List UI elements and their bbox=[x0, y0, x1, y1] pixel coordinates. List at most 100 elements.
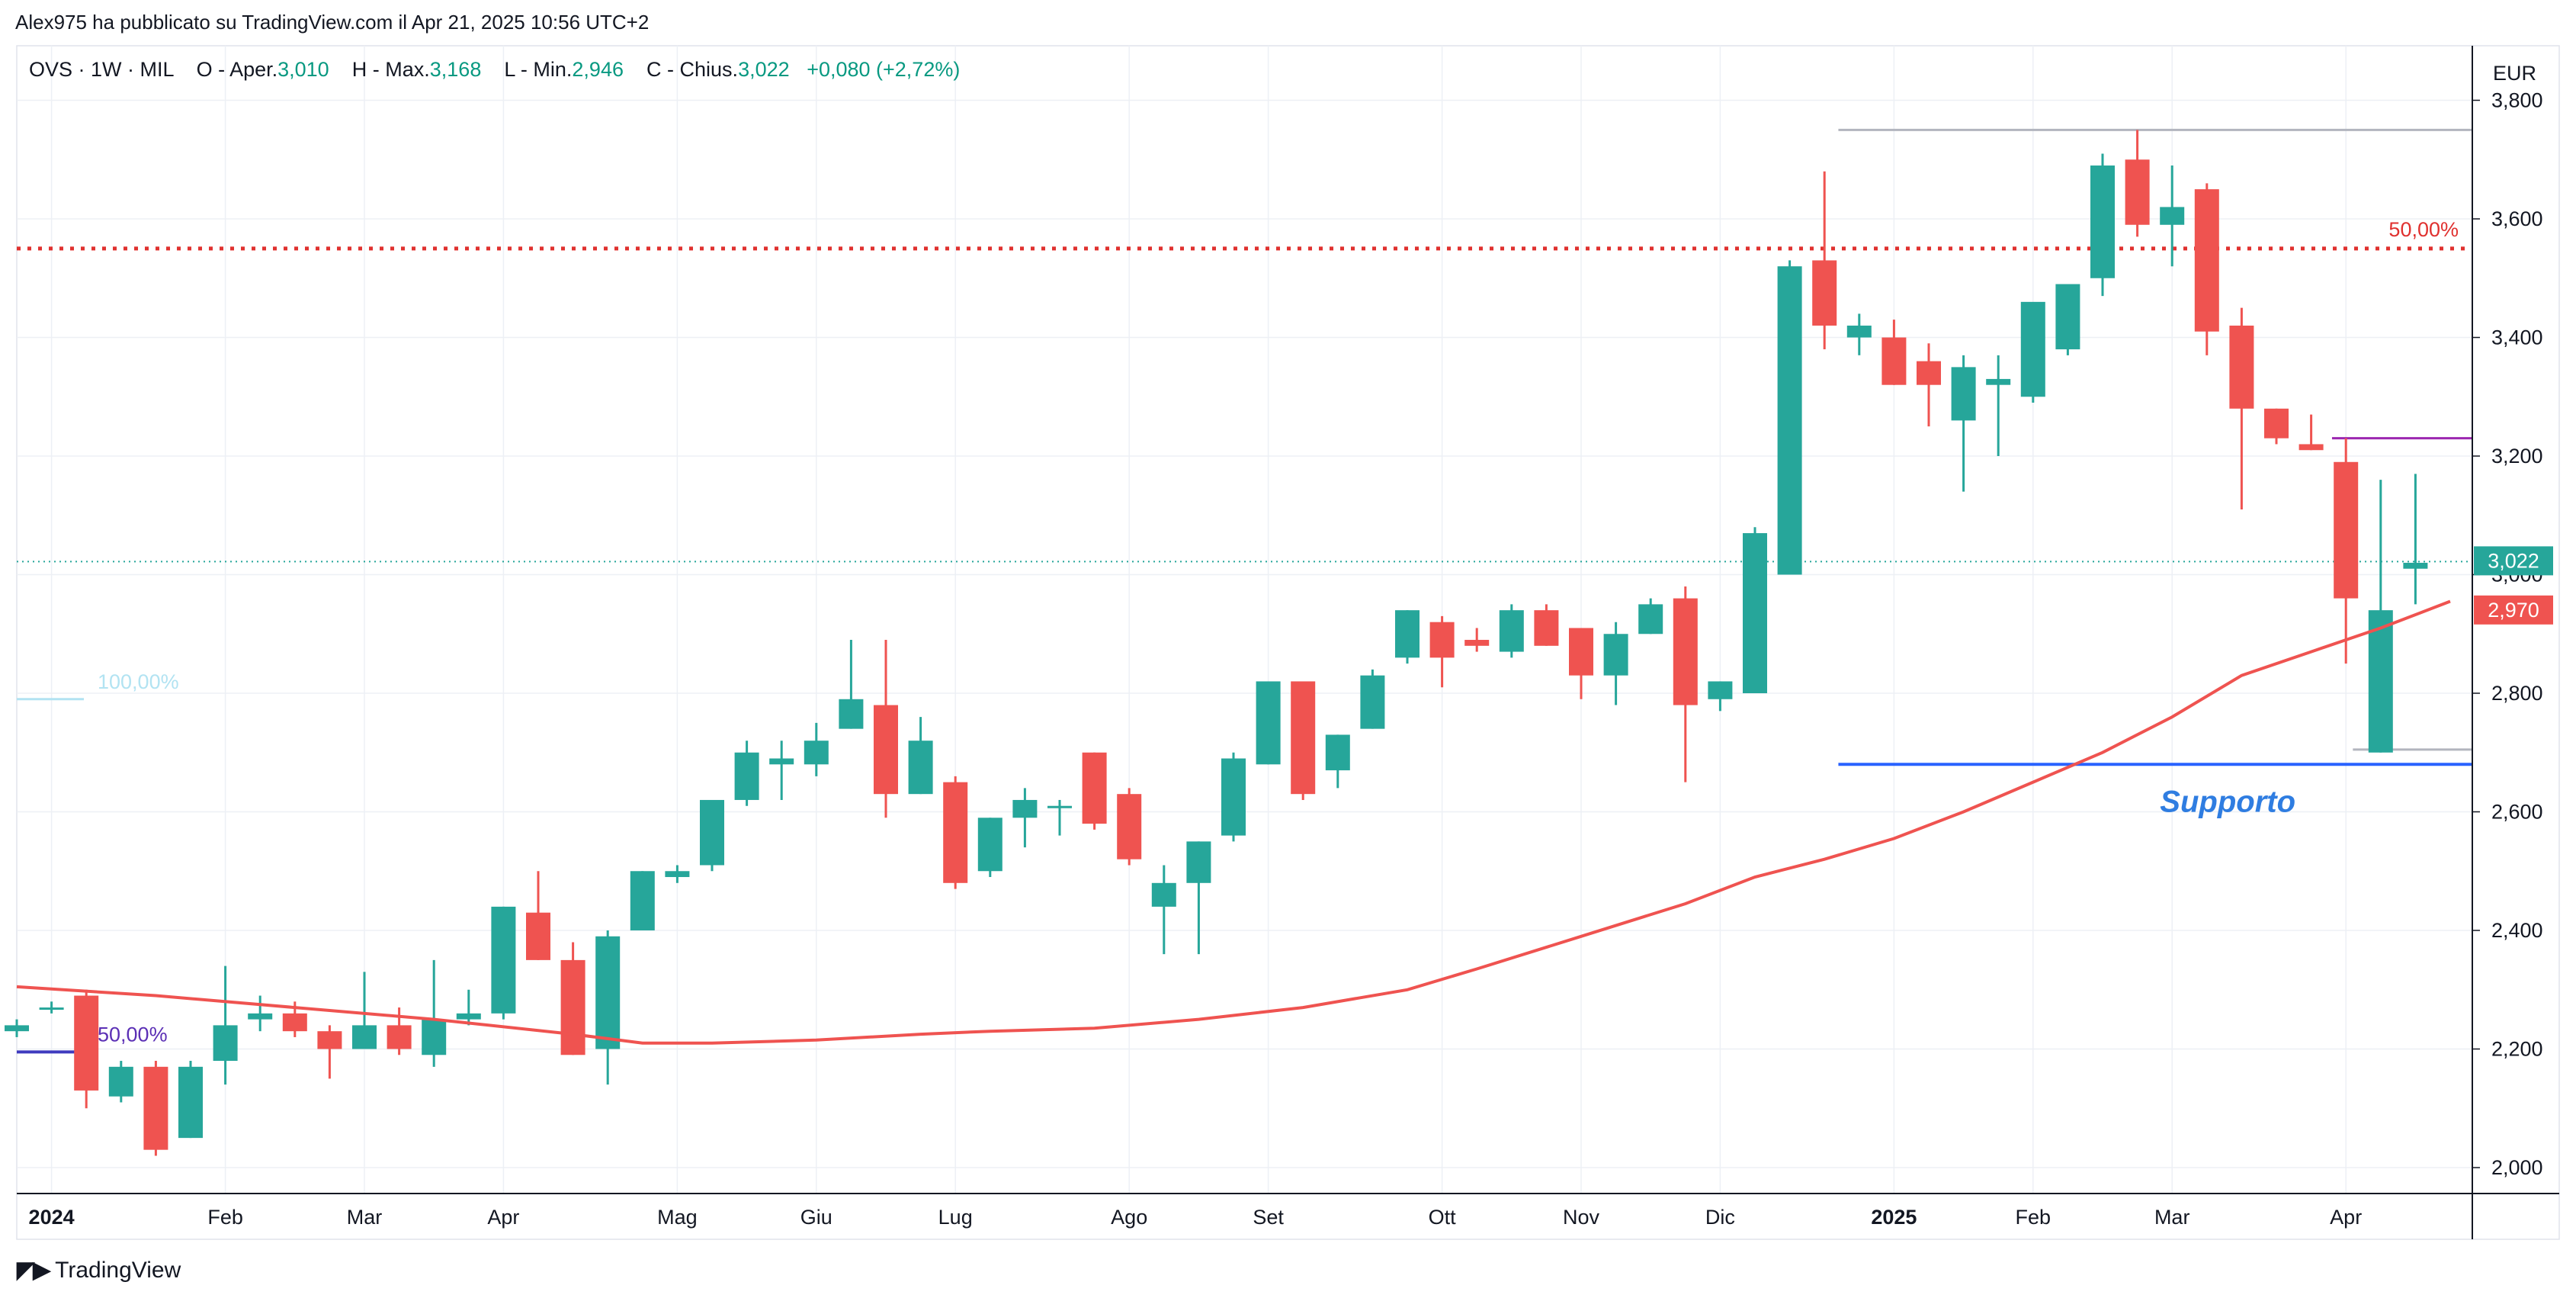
ma-value-tag bbox=[2474, 595, 2553, 625]
candle-body bbox=[1986, 378, 2011, 385]
candle-body bbox=[74, 995, 99, 1091]
price-tick-label: 3,600 bbox=[2491, 207, 2543, 230]
candle-body bbox=[1881, 337, 1907, 385]
change-value: +0,080 (+2,72%) bbox=[807, 58, 961, 81]
candle bbox=[595, 930, 621, 1085]
time-tick-label: Mag bbox=[657, 1206, 698, 1229]
candle bbox=[1012, 788, 1038, 848]
candle bbox=[1534, 604, 1559, 646]
candle-body bbox=[1951, 367, 1976, 421]
candle-body bbox=[1464, 640, 1490, 646]
candle bbox=[2194, 183, 2219, 355]
candle-body bbox=[1812, 260, 1837, 326]
currency-label: EUR bbox=[2493, 62, 2536, 85]
fib-100-label: 100,00% bbox=[98, 670, 179, 693]
candle bbox=[1673, 586, 1698, 782]
candle-body bbox=[1603, 634, 1628, 676]
candle-body bbox=[665, 871, 690, 878]
candle bbox=[491, 906, 516, 1020]
candle-body bbox=[874, 705, 898, 795]
candle bbox=[1360, 669, 1385, 729]
candle-body bbox=[1256, 681, 1281, 765]
time-tick-label: Feb bbox=[207, 1206, 243, 1229]
candle bbox=[1325, 734, 1350, 789]
candle-body bbox=[2160, 207, 2185, 225]
price-axis[interactable]: 3,8003,6003,4003,2003,0002,8002,6002,400… bbox=[2472, 89, 2543, 1180]
candle bbox=[1603, 622, 1628, 705]
candle bbox=[1082, 752, 1107, 830]
candle-body bbox=[977, 818, 1002, 872]
symbol-info[interactable]: OVS · 1W · MIL bbox=[29, 58, 174, 81]
open-value: 3,010 bbox=[277, 58, 329, 81]
last-price-tag bbox=[2474, 546, 2553, 576]
high-value: 3,168 bbox=[429, 58, 482, 81]
candle bbox=[2125, 130, 2150, 237]
open-label: O - Aper. bbox=[196, 58, 278, 81]
high-label: H - Max. bbox=[351, 58, 430, 81]
candle-body bbox=[1429, 622, 1455, 658]
candle bbox=[1917, 343, 1941, 427]
candle-body bbox=[1047, 805, 1072, 808]
symbol-legend[interactable]: OVS · 1W · MIL O - Aper.3,010 H - Max.3,… bbox=[29, 58, 960, 82]
candle-body bbox=[1743, 533, 1767, 693]
candle bbox=[387, 1007, 412, 1055]
candle bbox=[2055, 284, 2080, 355]
time-tick-label: Mar bbox=[347, 1206, 383, 1229]
candle bbox=[422, 959, 447, 1067]
time-tick-label: 2024 bbox=[29, 1206, 75, 1229]
candle-body bbox=[560, 959, 585, 1055]
candle bbox=[1743, 527, 1767, 693]
candle bbox=[526, 871, 550, 960]
candle-body bbox=[5, 1025, 29, 1032]
candle bbox=[1881, 320, 1907, 385]
candle bbox=[213, 965, 238, 1085]
candle-body bbox=[804, 741, 829, 765]
published-header: Alex975 ha pubblicato su TradingView.com… bbox=[15, 11, 650, 34]
fib-50-bottom-label: 50,00% bbox=[98, 1023, 168, 1046]
candle-body bbox=[526, 912, 550, 960]
candle-body bbox=[1534, 610, 1559, 646]
candle-body bbox=[769, 758, 794, 765]
candle bbox=[839, 640, 864, 729]
candle-body bbox=[352, 1025, 377, 1049]
time-tick-label: Giu bbox=[800, 1206, 832, 1229]
candle bbox=[352, 972, 377, 1049]
time-axis[interactable]: 2024 Feb Mar Apr Mag Giu Lug Ago Set Ott Nov Dic 202… bbox=[29, 1206, 2363, 1229]
candle bbox=[769, 741, 794, 800]
candle bbox=[874, 640, 898, 818]
candle bbox=[1638, 598, 1663, 635]
candle-body bbox=[1673, 598, 1698, 705]
candle-body bbox=[1395, 610, 1420, 658]
candle-body bbox=[213, 1025, 238, 1062]
price-tick-label: 2,000 bbox=[2491, 1156, 2543, 1179]
candle-body bbox=[2125, 159, 2150, 225]
candle bbox=[1464, 628, 1490, 652]
candle-body bbox=[2403, 562, 2428, 569]
close-label: C - Chius. bbox=[646, 58, 739, 81]
candle bbox=[1291, 681, 1316, 800]
candle bbox=[804, 722, 829, 776]
candle bbox=[2368, 480, 2393, 753]
tradingview-logo[interactable]: ⁠◤▶ TradingView bbox=[17, 1257, 181, 1284]
candle bbox=[2403, 474, 2428, 605]
price-tick-label: 3,400 bbox=[2491, 326, 2543, 349]
candle-body bbox=[2264, 408, 2289, 439]
low-label: L - Min. bbox=[504, 58, 573, 81]
candle-body bbox=[1151, 882, 1176, 907]
price-tick-label: 3,200 bbox=[2491, 445, 2543, 467]
candle bbox=[1812, 171, 1837, 350]
time-tick-label: Ott bbox=[1429, 1206, 1457, 1229]
candle bbox=[1569, 628, 1593, 699]
time-tick-label: Set bbox=[1253, 1206, 1284, 1229]
price-tags: 3,022 2,970 bbox=[2474, 546, 2553, 625]
candle bbox=[317, 1025, 342, 1079]
candles bbox=[5, 130, 2428, 1156]
brand-name: TradingView bbox=[55, 1257, 181, 1283]
candle-body bbox=[178, 1066, 203, 1139]
time-tick-label: Dic bbox=[1705, 1206, 1735, 1229]
candle bbox=[1256, 681, 1281, 765]
candle bbox=[2229, 307, 2254, 509]
candle bbox=[630, 871, 655, 930]
candle-body bbox=[2090, 165, 2115, 278]
